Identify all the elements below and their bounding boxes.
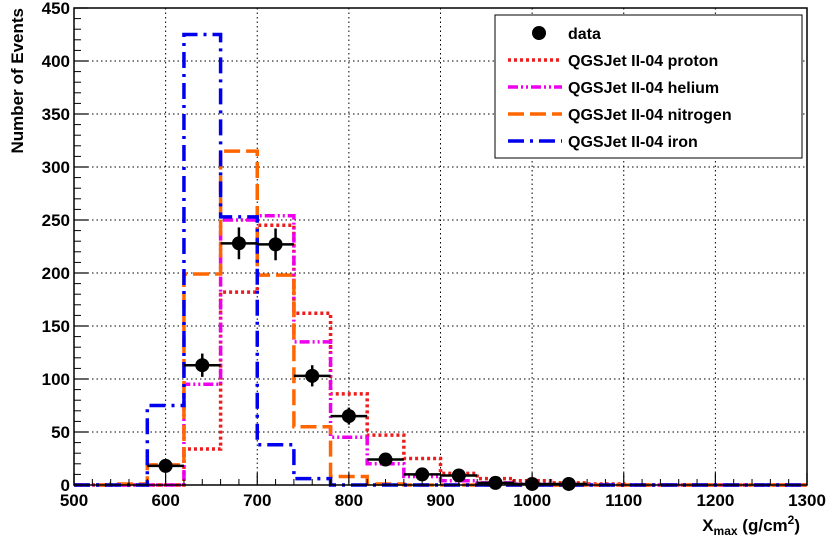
series-2-histogram (74, 149, 807, 487)
y-axis-label: Number of Events (8, 8, 27, 153)
x-tick-label: 1100 (605, 491, 642, 510)
y-tick-label: 350 (42, 105, 70, 124)
data-point (415, 467, 430, 482)
x-tick-label: 600 (151, 491, 179, 510)
y-tick-label: 200 (42, 264, 70, 283)
data-point (231, 236, 246, 251)
y-tick-label: 150 (42, 317, 70, 336)
data-point (268, 237, 283, 252)
y-tick-label: 300 (42, 158, 70, 177)
x-tick-label: 1000 (513, 491, 551, 510)
legend-entry-iron: QGSJet II-04 iron (568, 134, 698, 151)
y-tick-label: 0 (61, 476, 70, 495)
y-tick-label: 450 (42, 0, 70, 18)
x-tick-label: 900 (426, 491, 454, 510)
legend-entry-data: data (568, 26, 601, 43)
x-axis-label-close: ) (794, 516, 800, 535)
legend-entry-proton: QGSJet II-04 proton (568, 53, 718, 70)
data-points (147, 227, 588, 491)
y-tick-label: 250 (42, 211, 70, 230)
x-tick-label: 700 (243, 491, 271, 510)
data-point (158, 458, 173, 473)
y-tick-label: 400 (42, 52, 70, 71)
x-tick-label: 1300 (788, 491, 826, 510)
y-tick-label: 50 (51, 423, 70, 442)
x-axis-label-sub: max (714, 524, 738, 538)
axis-ticks: 500 600 700 800 900 1000 1100 1200 1300 0 50 100 150… (42, 0, 826, 510)
legend: data QGSJet II-04 proton QGSJet II-04 he… (494, 14, 803, 159)
x-axis-label: Xmax (g/cm2) (702, 513, 800, 538)
data-point (195, 358, 210, 373)
x-tick-label: 500 (60, 491, 88, 510)
x-tick-label: 1200 (696, 491, 734, 510)
data-point (341, 409, 356, 424)
legend-data-marker (532, 26, 546, 40)
x-axis-label-main: X (702, 516, 714, 535)
data-point (378, 452, 393, 467)
x-axis-label-sup: 2 (788, 513, 795, 527)
legend-entry-nitrogen: QGSJet II-04 nitrogen (568, 107, 732, 124)
x-axis-label-unit: (g/cm (738, 516, 788, 535)
legend-entry-helium: QGSJet II-04 helium (568, 80, 719, 97)
data-point (451, 468, 466, 483)
data-point (305, 368, 320, 383)
x-tick-label: 800 (335, 491, 363, 510)
y-tick-label: 100 (42, 370, 70, 389)
